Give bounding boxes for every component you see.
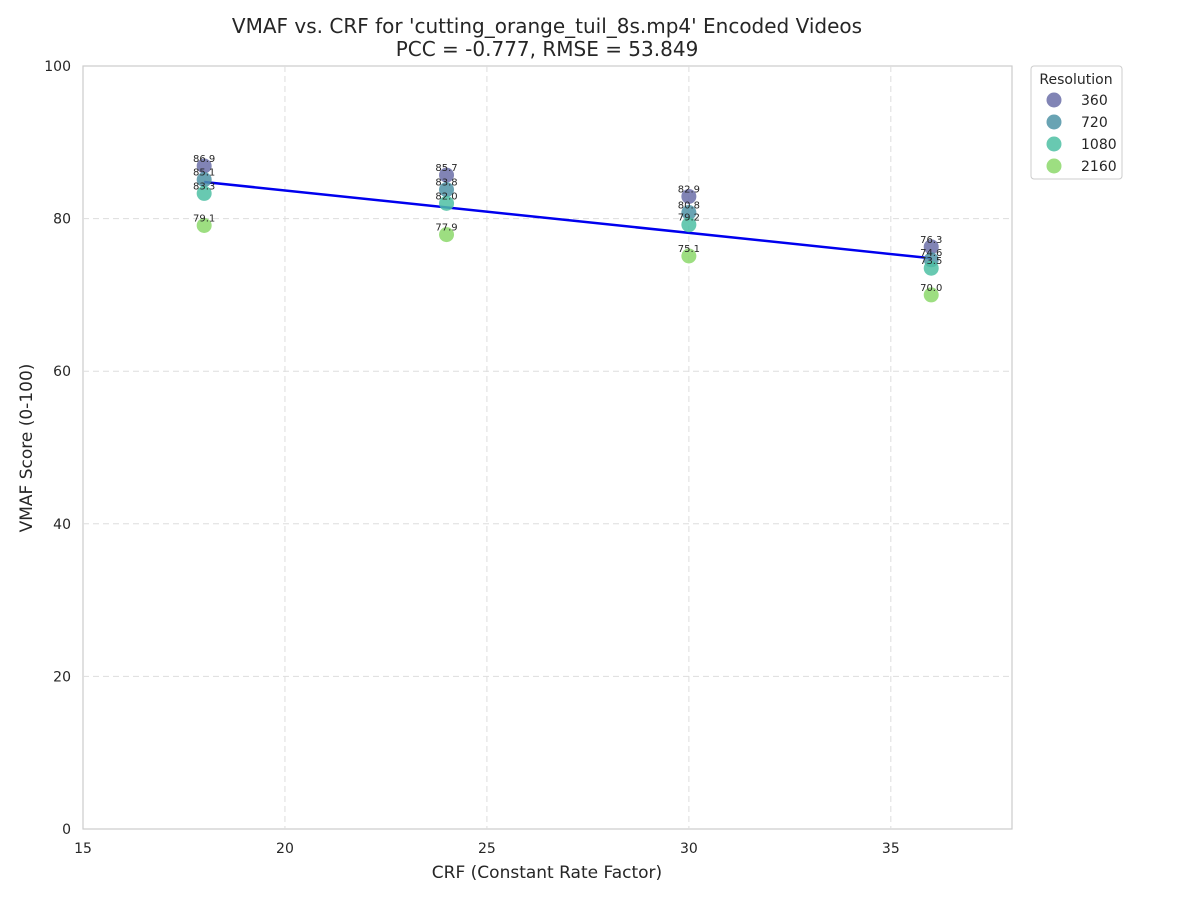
legend-entry: 1080 xyxy=(1081,137,1117,153)
data-point-1080 xyxy=(196,185,212,201)
data-point-1080 xyxy=(681,217,697,233)
grid-lines xyxy=(83,66,1012,829)
x-tick-label: 35 xyxy=(882,841,900,857)
x-tick-label: 25 xyxy=(478,841,496,857)
plot-area xyxy=(82,65,1013,830)
trendline-group xyxy=(204,180,932,260)
data-point-360 xyxy=(681,188,697,204)
legend-title: Resolution xyxy=(1039,72,1112,88)
chart-subtitle: PCC = -0.777, RMSE = 53.849 xyxy=(396,37,699,61)
y-tick-label: 0 xyxy=(62,822,71,838)
legend: Resolution 360 720 1080 2160 xyxy=(1030,65,1123,180)
data-label: 73.5 xyxy=(920,256,942,267)
y-axis-label: VMAF Score (0-100) xyxy=(17,364,37,533)
y-tick-label: 60 xyxy=(53,364,71,380)
data-label: 85.1 xyxy=(193,168,215,179)
data-label: 82.0 xyxy=(435,191,457,202)
data-point-720 xyxy=(439,182,455,198)
data-label: 83.8 xyxy=(435,178,457,189)
data-point-720 xyxy=(196,172,212,188)
data-point-360 xyxy=(196,158,212,174)
tick-labels: 15 20 25 30 35 0 20 40 60 80 100 xyxy=(44,59,899,857)
data-label: 82.9 xyxy=(678,184,700,195)
x-tick-label: 30 xyxy=(680,841,698,857)
x-tick-label: 20 xyxy=(276,841,294,857)
data-label: 74.6 xyxy=(920,248,942,259)
legend-marker xyxy=(1046,136,1062,152)
y-tick-label: 20 xyxy=(53,669,71,685)
data-point-1080 xyxy=(923,260,939,276)
legend-marker xyxy=(1046,158,1062,174)
data-point-720 xyxy=(681,204,697,220)
data-label: 79.1 xyxy=(193,213,215,224)
trendline xyxy=(204,180,932,260)
legend-entry: 720 xyxy=(1081,115,1108,131)
data-label: 75.1 xyxy=(678,244,700,255)
legend-entry: 2160 xyxy=(1081,159,1117,175)
data-label: 86.9 xyxy=(193,154,215,165)
data-label: 83.3 xyxy=(193,181,215,192)
x-axis-label: CRF (Constant Rate Factor) xyxy=(432,863,662,883)
data-point-360 xyxy=(923,239,939,255)
data-label: 76.3 xyxy=(920,235,942,246)
data-point-2160 xyxy=(196,217,212,233)
y-tick-label: 40 xyxy=(53,517,71,533)
legend-entry: 360 xyxy=(1081,93,1108,109)
data-label: 79.2 xyxy=(678,213,700,224)
data-label: 80.8 xyxy=(678,200,700,211)
y-tick-label: 80 xyxy=(53,212,71,228)
data-points xyxy=(196,158,939,303)
x-tick-label: 15 xyxy=(74,841,92,857)
data-label: 85.7 xyxy=(435,163,457,174)
data-labels: 86.9 85.7 82.9 76.3 85.1 83.8 80.8 74.6 83.3 82.0… xyxy=(193,154,942,294)
chart-title: VMAF vs. CRF for 'cutting_orange_tuil_8s… xyxy=(232,14,862,38)
legend-marker xyxy=(1046,114,1062,130)
data-point-2160 xyxy=(439,227,455,243)
legend-marker xyxy=(1046,92,1062,108)
data-label: 77.9 xyxy=(435,223,457,234)
data-point-360 xyxy=(439,167,455,183)
y-tick-label: 100 xyxy=(44,59,71,75)
data-label: 70.0 xyxy=(920,283,942,294)
data-point-2160 xyxy=(923,287,939,303)
data-point-2160 xyxy=(681,248,697,264)
data-point-1080 xyxy=(439,195,455,211)
